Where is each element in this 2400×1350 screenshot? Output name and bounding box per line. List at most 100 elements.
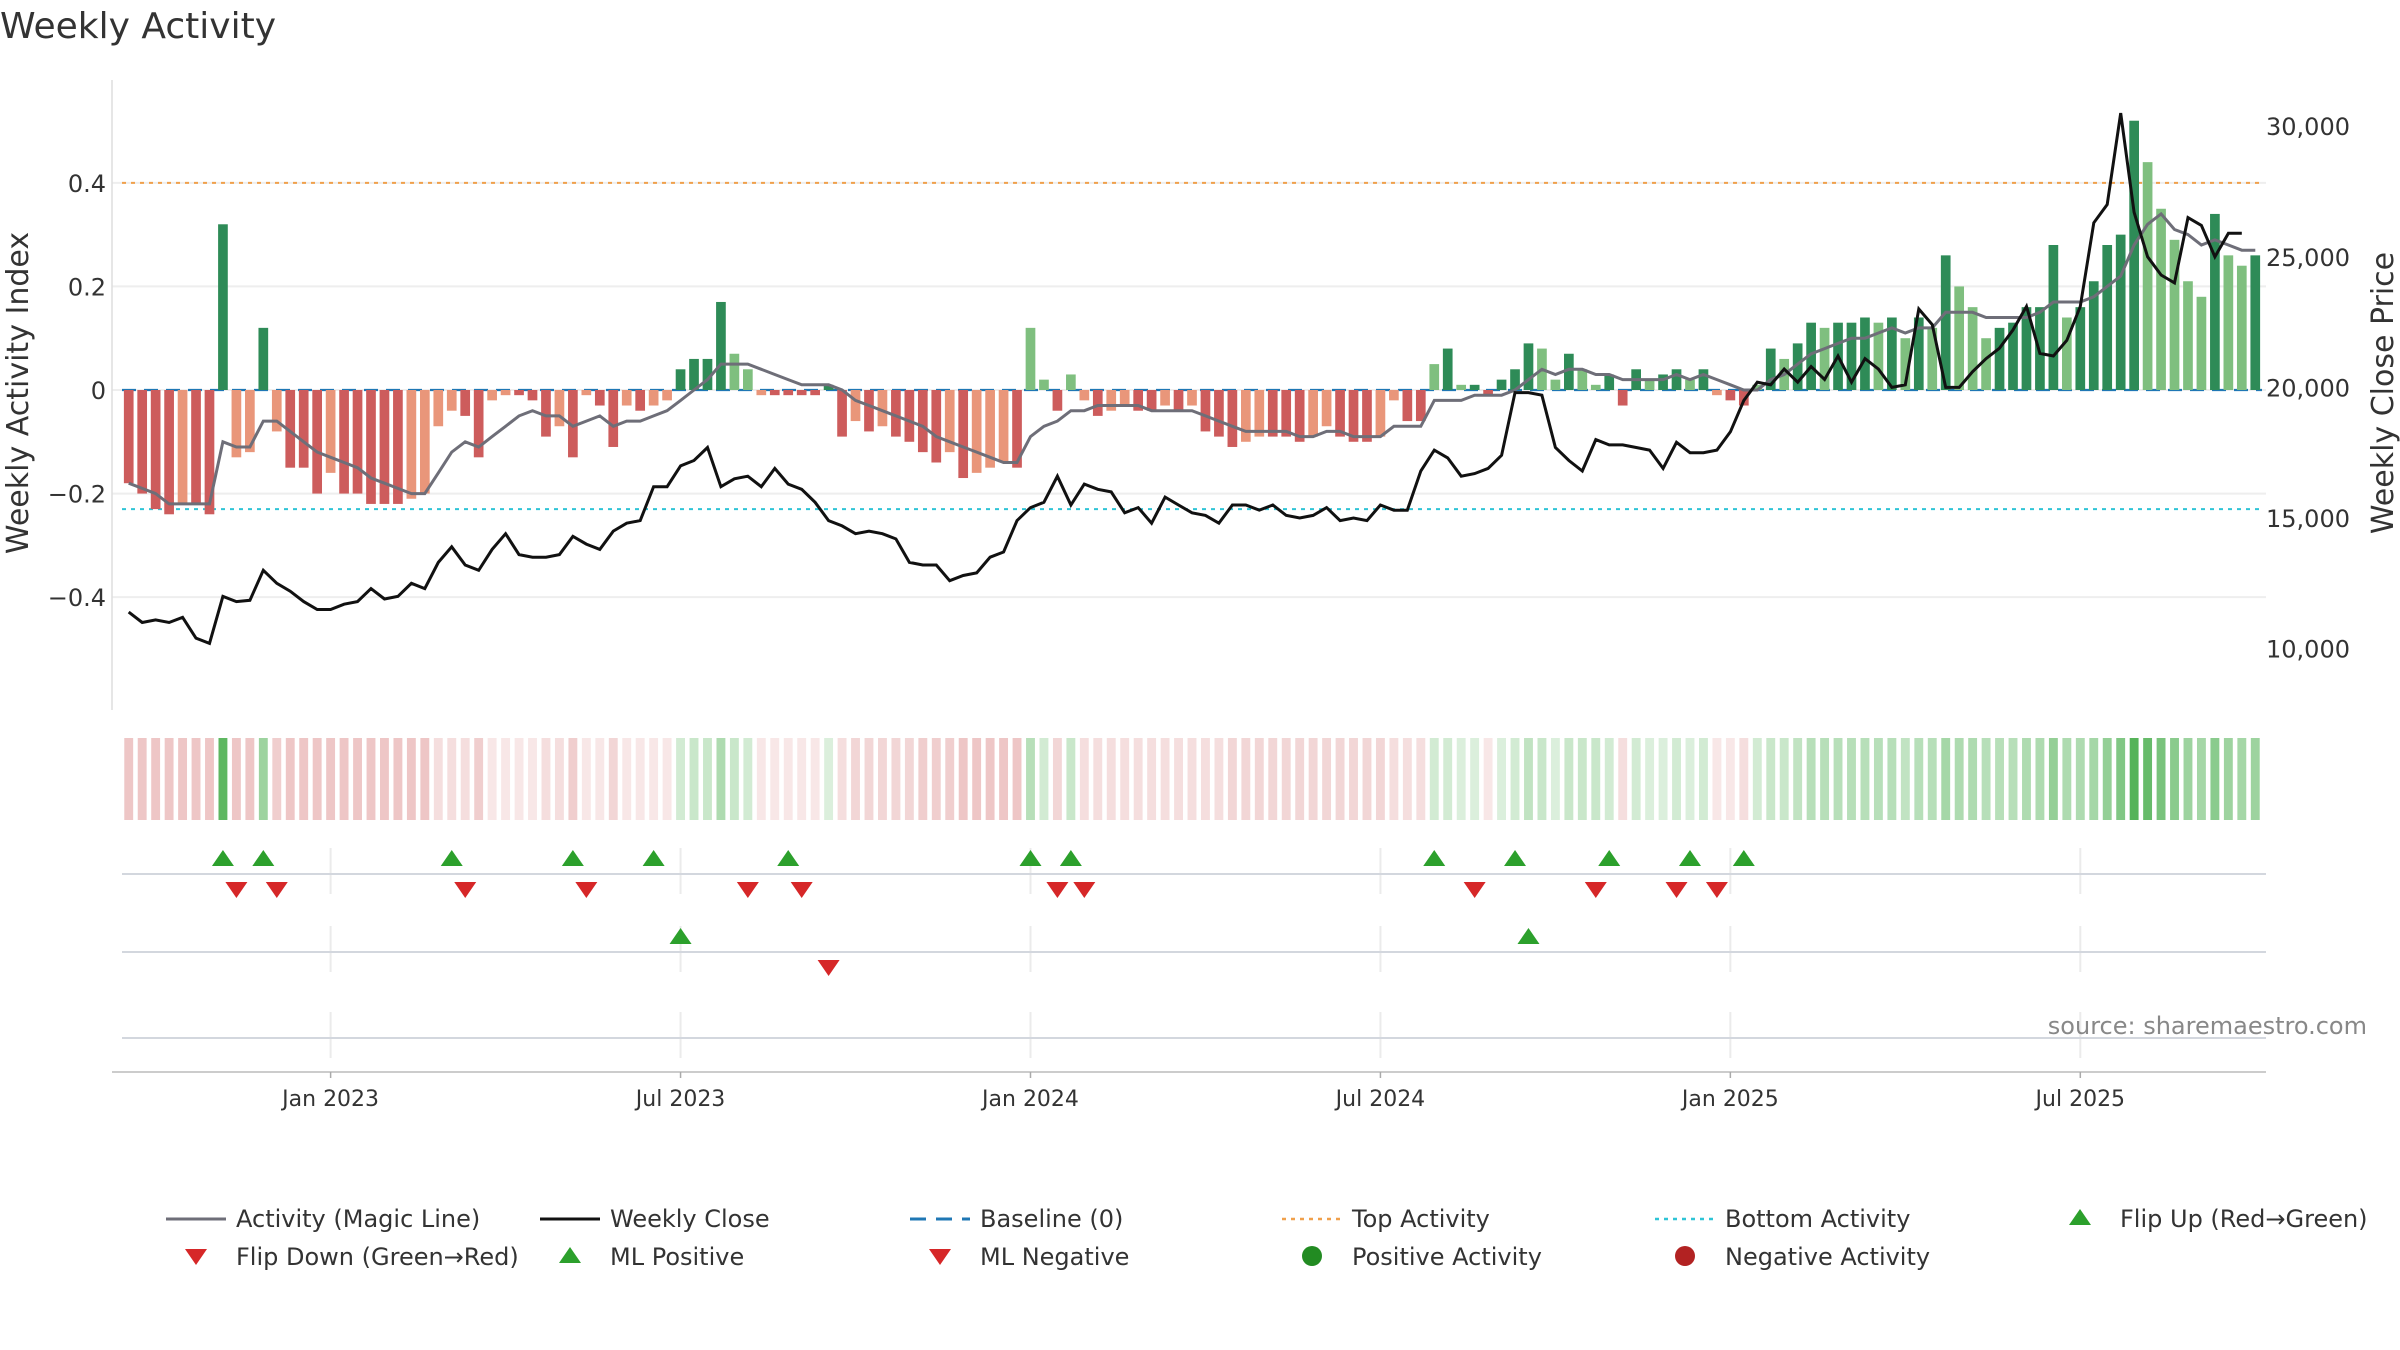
legend: Activity (Magic Line) Weekly Close Baselin…	[166, 1205, 2368, 1271]
ribbon-cell	[231, 738, 241, 820]
activity-bar	[1846, 322, 1857, 390]
flip-up-marker	[1678, 850, 1701, 866]
ribbon-cell	[487, 738, 497, 820]
activity-bar	[325, 390, 336, 473]
legend-swatch	[1302, 1246, 1322, 1266]
flip-down-marker	[575, 882, 598, 898]
y-axis-right-label: Weekly Close Price	[2366, 252, 2400, 534]
legend-label: Negative Activity	[1725, 1243, 1930, 1271]
activity-bar	[1214, 390, 1224, 437]
ribbon-cell	[2196, 738, 2206, 820]
activity-bar	[1873, 322, 1884, 390]
ribbon-cell	[1443, 738, 1453, 820]
activity-bar	[2223, 255, 2234, 390]
ribbon-cell	[1847, 738, 1856, 820]
activity-bar	[1792, 343, 1803, 390]
ribbon-cell	[299, 738, 309, 820]
activity-bar	[877, 390, 888, 427]
flip-down-marker	[1705, 882, 1728, 898]
ribbon-cell	[1214, 738, 1224, 820]
activity-bar	[1133, 390, 1144, 411]
activity-bar	[500, 390, 511, 396]
ribbon-cell	[676, 738, 685, 820]
ribbon-cell	[985, 738, 995, 820]
activity-bar	[312, 390, 323, 494]
ribbon-cell	[891, 738, 901, 820]
activity-bar	[419, 390, 430, 494]
activity-bar	[944, 390, 955, 453]
activity-bar	[1806, 322, 1816, 390]
magic-line-series	[128, 211, 2256, 506]
ribbon-cell	[1672, 738, 1681, 820]
activity-bar	[1698, 369, 1709, 390]
activity-bar	[568, 390, 578, 458]
activity-bar	[2169, 239, 2180, 390]
x-tick-label: Jan 2025	[1680, 1087, 1779, 1112]
activity-bar	[285, 390, 296, 468]
ml-negative-marker	[817, 960, 840, 976]
ribbon-cell	[1416, 738, 1426, 820]
ribbon-cell	[1349, 738, 1358, 820]
ribbon-cell	[716, 738, 726, 820]
activity-bar	[1200, 390, 1211, 432]
flip-down-marker	[265, 882, 288, 898]
ribbon-cell	[205, 738, 214, 820]
activity-bar	[541, 390, 551, 437]
activity-bar	[1362, 390, 1372, 442]
y-left-tick-label: −0.2	[48, 481, 106, 509]
ribbon-cell	[2250, 738, 2260, 820]
activity-bar	[594, 390, 605, 406]
activity-bar	[608, 390, 619, 447]
ribbon-cell	[1497, 738, 1507, 820]
activity-bar	[1389, 390, 1399, 401]
activity-bar	[917, 390, 928, 453]
ribbon-cell	[2102, 738, 2112, 820]
activity-bar	[864, 390, 874, 432]
ribbon-cell	[581, 738, 591, 820]
ribbon-cell	[1389, 738, 1399, 820]
ribbon-cell	[2048, 738, 2058, 820]
activity-bar	[1321, 390, 1332, 427]
activity-bar	[2115, 234, 2126, 390]
ribbon-cell	[1012, 738, 1022, 820]
ribbon-cell	[1241, 738, 1251, 820]
y-axis-left-label: Weekly Activity Index	[1, 232, 36, 554]
flip-down-marker	[736, 882, 759, 898]
activity-bar	[1913, 317, 1924, 390]
activity-bar	[985, 390, 995, 468]
ribbon-cell	[1039, 738, 1049, 820]
legend-label: Flip Up (Red→Green)	[2120, 1205, 2368, 1233]
ribbon-cell	[501, 738, 511, 820]
activity-bar	[675, 369, 686, 390]
activity-ribbon	[124, 738, 2260, 820]
y-right-tick-label: 25,000	[2266, 244, 2350, 272]
activity-bars	[123, 120, 2261, 515]
flip-up-marker	[440, 850, 463, 866]
ribbon-cell	[164, 738, 174, 820]
legend-swatch	[559, 1247, 581, 1263]
ribbon-cell	[2129, 738, 2139, 820]
ribbon-cell	[1833, 738, 1843, 820]
ribbon-cell	[851, 738, 860, 820]
activity-bar	[796, 390, 807, 396]
ribbon-cell	[2008, 738, 2018, 820]
activity-bar	[393, 390, 403, 504]
activity-bar	[298, 390, 309, 468]
activity-bar	[164, 390, 174, 515]
flip-down-marker	[225, 882, 248, 898]
legend-label: Weekly Close	[610, 1205, 770, 1233]
ribbon-cell	[191, 738, 201, 820]
activity-bar	[689, 358, 699, 390]
ribbon-cell	[1577, 738, 1587, 820]
legend-label: Flip Down (Green→Red)	[236, 1243, 519, 1271]
ribbon-cell	[218, 738, 228, 820]
activity-bar	[446, 390, 457, 411]
flip-down-marker	[1584, 882, 1607, 898]
legend-label: Baseline (0)	[980, 1205, 1123, 1233]
ribbon-cell	[178, 738, 188, 820]
ribbon-cell	[1604, 738, 1614, 820]
signal-panels	[122, 848, 2266, 1058]
activity-bar	[1066, 374, 1076, 390]
activity-bar	[1967, 307, 1978, 390]
ribbon-cell	[1564, 738, 1574, 820]
